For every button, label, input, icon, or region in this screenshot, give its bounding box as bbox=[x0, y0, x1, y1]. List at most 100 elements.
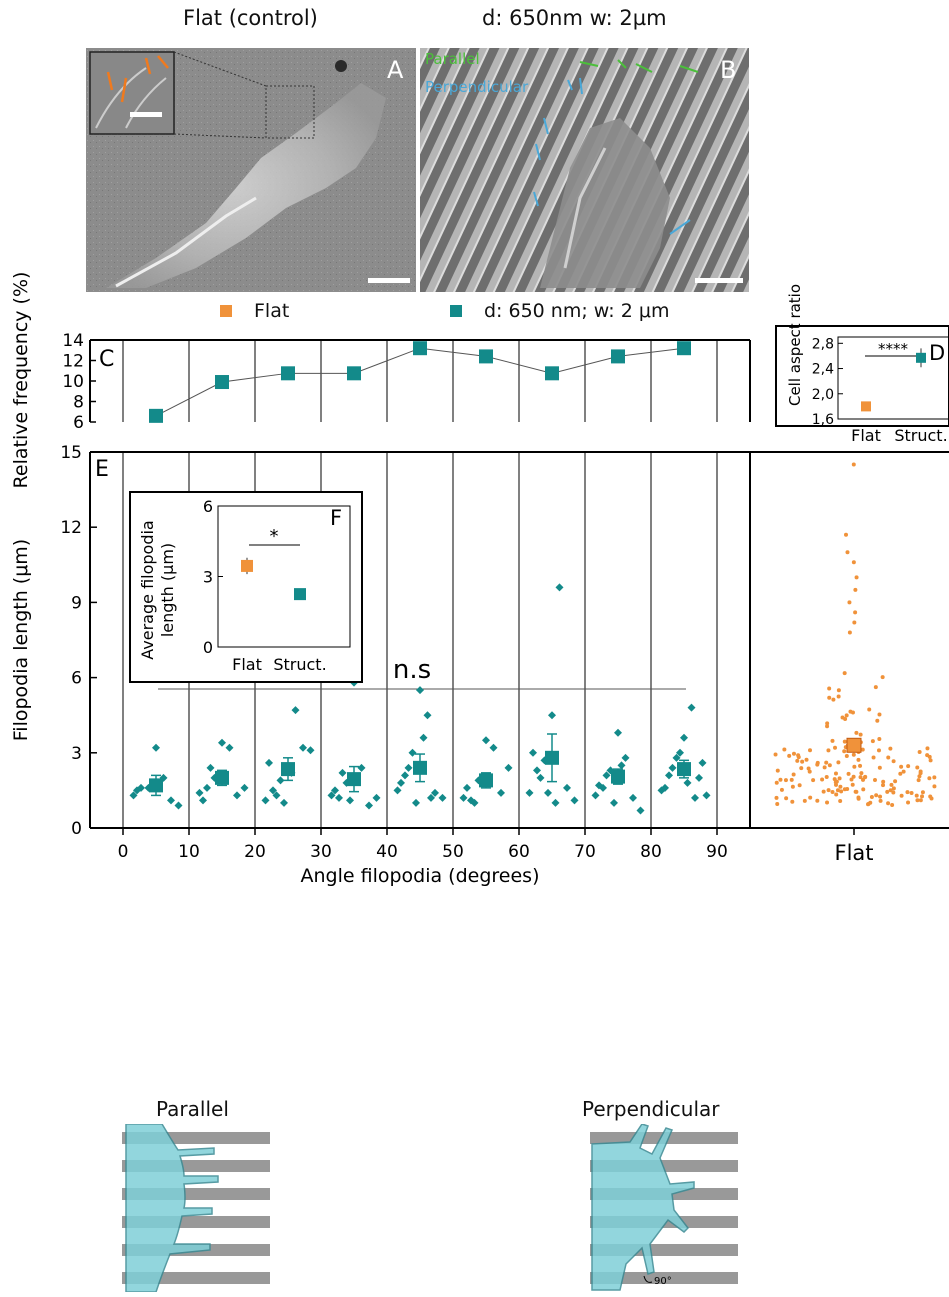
data-point-flat-filopodia bbox=[808, 748, 813, 753]
series-line-relative-frequency bbox=[155, 347, 685, 417]
data-point-flat-filopodia bbox=[826, 748, 831, 753]
legend-swatch-flat bbox=[220, 305, 232, 317]
data-point-filopodia bbox=[152, 743, 160, 752]
mean-marker bbox=[611, 769, 625, 784]
data-point-filopodia bbox=[133, 786, 141, 795]
e-y-tick-label: 0 bbox=[71, 819, 82, 839]
parallel-arrows bbox=[579, 59, 699, 73]
data-point-flat-filopodia bbox=[835, 788, 840, 793]
data-point-flat-filopodia bbox=[802, 798, 807, 803]
data-point-flat-filopodia bbox=[773, 752, 778, 757]
data-point-flat-filopodia bbox=[787, 753, 792, 758]
f-y-axis-label-line2: length (μm) bbox=[158, 543, 177, 637]
data-point-frequency bbox=[479, 349, 493, 364]
data-point-frequency bbox=[677, 341, 691, 356]
e-y-tick-label: 9 bbox=[71, 593, 82, 613]
data-point-flat-filopodia bbox=[799, 766, 804, 771]
f-data-point bbox=[294, 588, 306, 601]
f-x-tick-label: Struct. bbox=[273, 655, 326, 674]
data-point-filopodia bbox=[280, 798, 288, 807]
data-point-filopodia bbox=[676, 748, 684, 757]
data-point-flat-filopodia bbox=[888, 788, 893, 793]
data-point-flat-filopodia bbox=[827, 686, 832, 691]
data-point-filopodia bbox=[470, 798, 479, 807]
schematic-parallel bbox=[122, 1123, 272, 1297]
f-y-tick-label: 0 bbox=[203, 638, 213, 657]
mean-marker bbox=[677, 762, 691, 777]
panel-letter-c: C bbox=[99, 347, 114, 372]
data-point-filopodia bbox=[327, 791, 336, 800]
data-point-flat-filopodia bbox=[806, 766, 811, 771]
data-point-flat-filopodia bbox=[832, 777, 837, 782]
data-point-filopodia bbox=[621, 753, 630, 762]
data-point-filopodia bbox=[665, 771, 673, 780]
data-point-flat-filopodia bbox=[917, 750, 922, 755]
angle-90-label: 90° bbox=[654, 1276, 672, 1287]
mean-marker bbox=[413, 760, 427, 775]
data-point-flat-filopodia bbox=[886, 755, 891, 760]
d-y-tick-label: 2,0 bbox=[812, 387, 834, 403]
data-point-flat-filopodia bbox=[815, 798, 820, 803]
data-point-flat-filopodia bbox=[838, 784, 843, 789]
data-point-flat-filopodia bbox=[825, 800, 830, 805]
data-point-frequency bbox=[281, 366, 295, 381]
data-point-flat-filopodia bbox=[869, 795, 874, 800]
data-point-flat-filopodia bbox=[854, 575, 859, 580]
flat-mean-marker bbox=[846, 737, 862, 753]
c-y-tick-label: 8 bbox=[73, 393, 84, 413]
data-point-flat-filopodia bbox=[927, 754, 932, 759]
data-point-filopodia bbox=[401, 771, 409, 780]
data-point-filopodia bbox=[602, 771, 611, 780]
data-point-filopodia bbox=[636, 806, 645, 815]
data-point-filopodia bbox=[668, 763, 677, 772]
data-point-filopodia bbox=[551, 798, 560, 807]
data-point-flat-filopodia bbox=[808, 795, 813, 800]
data-point-flat-filopodia bbox=[815, 762, 820, 767]
data-point-flat-filopodia bbox=[890, 803, 895, 808]
data-point-flat-filopodia bbox=[851, 462, 856, 467]
data-point-filopodia bbox=[555, 583, 564, 592]
data-point-flat-filopodia bbox=[891, 786, 896, 791]
flat-x-label: Flat bbox=[834, 841, 873, 865]
data-point-flat-filopodia bbox=[824, 760, 829, 765]
data-point-filopodia bbox=[203, 783, 211, 792]
data-point-filopodia bbox=[691, 793, 699, 802]
data-point-flat-filopodia bbox=[906, 800, 911, 805]
data-point-flat-filopodia bbox=[916, 778, 921, 783]
data-point-filopodia bbox=[423, 711, 432, 720]
data-point-flat-filopodia bbox=[842, 787, 847, 792]
data-point-flat-filopodia bbox=[915, 798, 920, 803]
data-point-filopodia bbox=[225, 743, 234, 752]
f-data-point bbox=[241, 559, 253, 572]
data-point-flat-filopodia bbox=[838, 799, 843, 804]
e-x-tick-label: 30 bbox=[310, 842, 332, 862]
data-point-flat-filopodia bbox=[860, 747, 865, 752]
data-point-filopodia bbox=[365, 801, 373, 810]
data-point-flat-filopodia bbox=[898, 771, 903, 776]
f-y-tick-label: 3 bbox=[203, 568, 213, 587]
chart-d-cell-aspect-ratio: 1,6 2,0 2,4 2,8 Cell aspect ratio **** D Fl… bbox=[775, 284, 949, 445]
data-point-flat-filopodia bbox=[866, 802, 871, 807]
data-point-flat-filopodia bbox=[915, 765, 920, 770]
data-point-flat-filopodia bbox=[927, 776, 932, 781]
data-point-flat-filopodia bbox=[800, 759, 805, 764]
data-point-filopodia bbox=[199, 796, 207, 805]
data-point-filopodia bbox=[431, 788, 439, 797]
data-point-frequency bbox=[545, 366, 559, 381]
data-point-flat-filopodia bbox=[856, 795, 861, 800]
data-point-filopodia bbox=[570, 796, 579, 805]
c-y-tick-label: 12 bbox=[62, 352, 84, 372]
data-point-flat-filopodia bbox=[827, 695, 832, 700]
data-point-flat-filopodia bbox=[852, 620, 857, 625]
data-point-filopodia bbox=[698, 758, 707, 767]
data-point-flat-filopodia bbox=[872, 778, 877, 783]
data-point-flat-filopodia bbox=[850, 710, 855, 715]
y-axis-label-relative-frequency: Relative frequency (%) bbox=[10, 272, 32, 489]
data-point-flat-filopodia bbox=[889, 782, 894, 787]
schematic-parallel-label: Parallel bbox=[156, 1097, 229, 1121]
sem-image-structured bbox=[420, 48, 749, 292]
data-point-flat-filopodia bbox=[906, 764, 911, 769]
perpendicular-arrows bbox=[533, 77, 691, 235]
panel-letter-a: A bbox=[387, 56, 404, 84]
data-point-flat-filopodia bbox=[917, 774, 922, 779]
